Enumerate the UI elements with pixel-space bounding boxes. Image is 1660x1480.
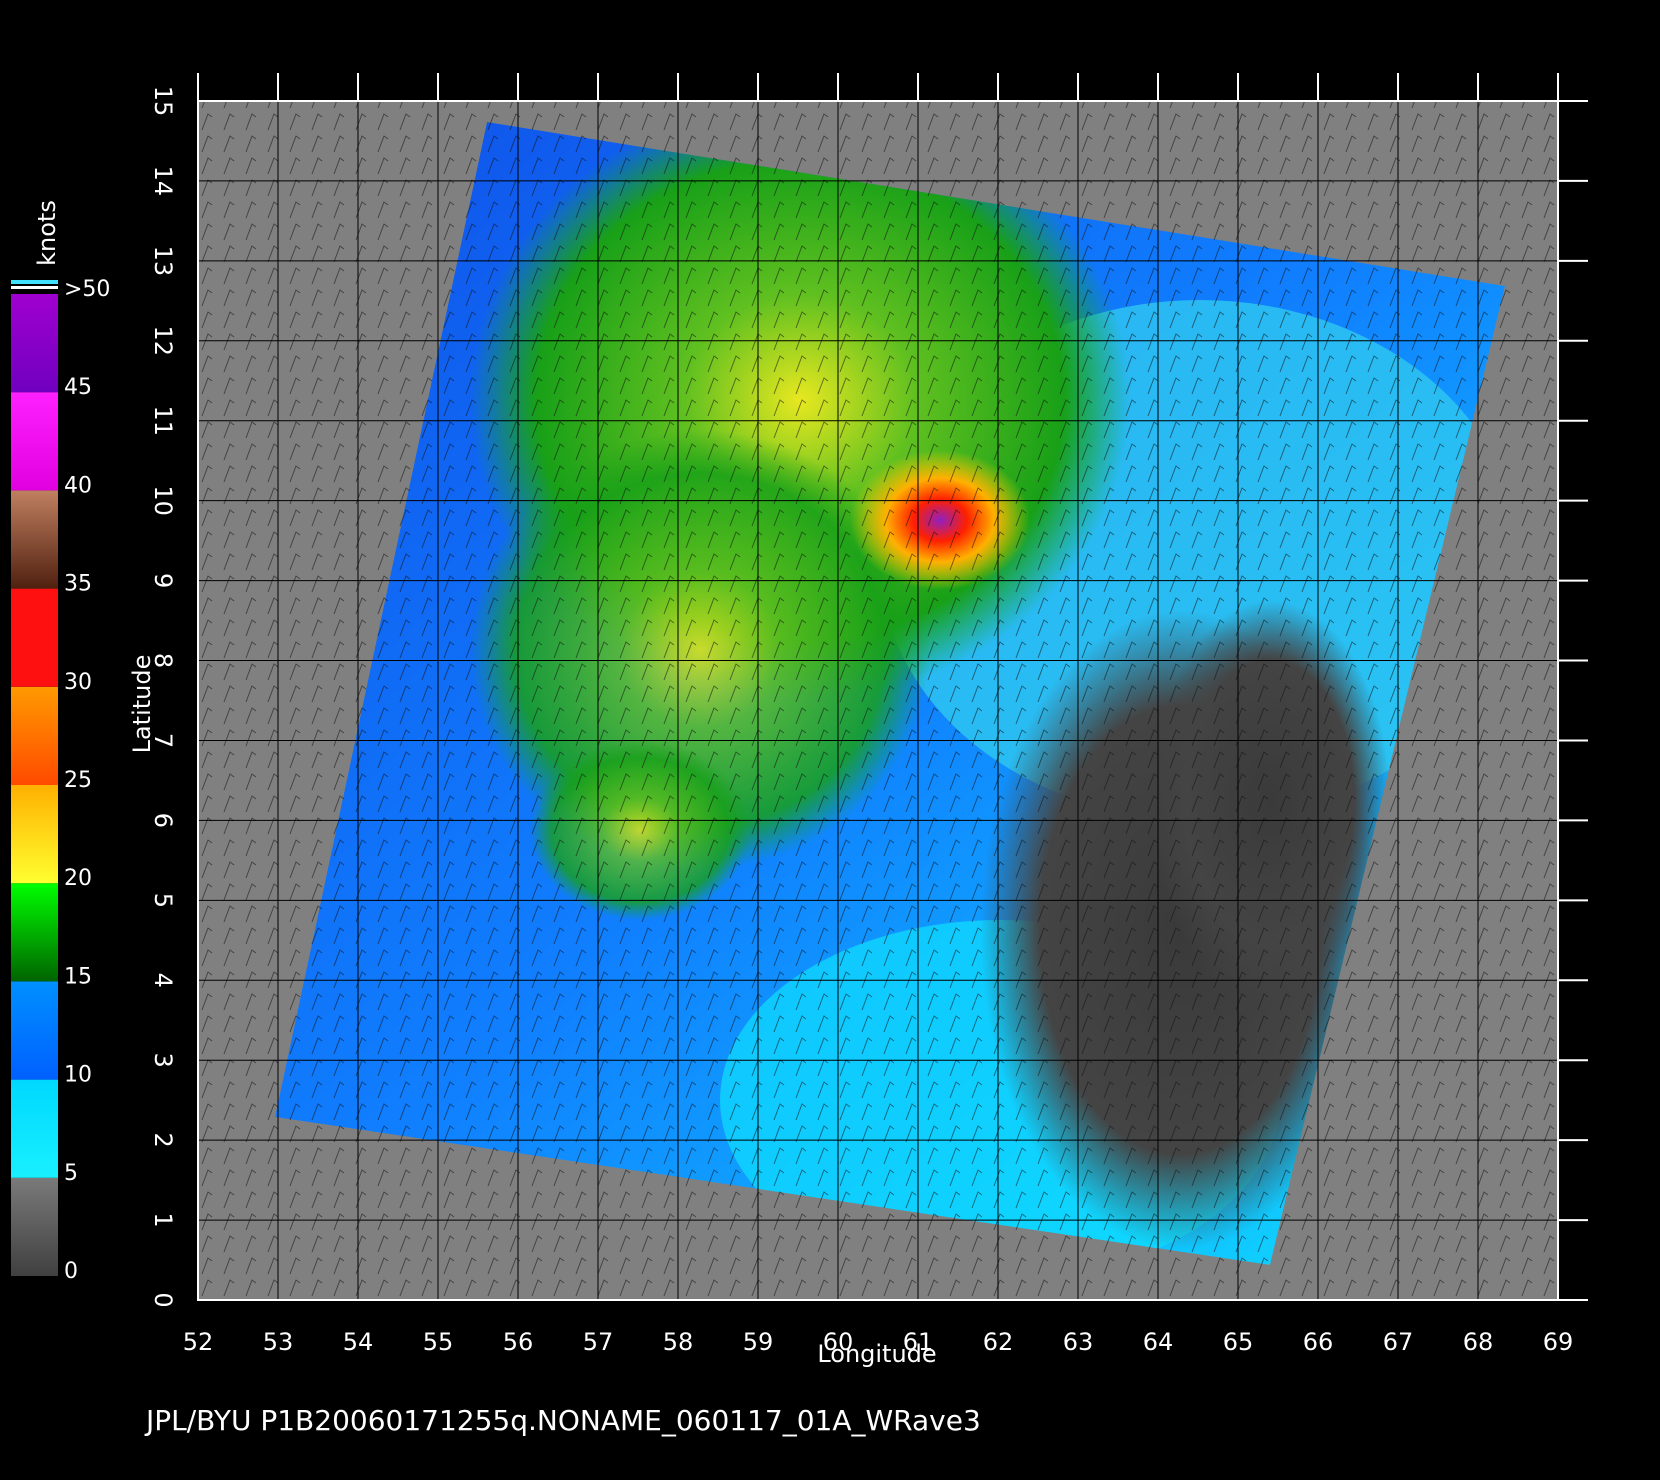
- grid: [197, 100, 1559, 1301]
- colorbar-band: [11, 785, 58, 884]
- x-tick-label: 67: [1383, 1328, 1414, 1356]
- colorbar-tick-label: 20: [64, 866, 92, 891]
- x-tick-label: 69: [1543, 1328, 1574, 1356]
- colorbar-tick-label: 30: [64, 670, 92, 695]
- y-tick-label: 9: [149, 573, 177, 588]
- colorbar-tick-label: 0: [64, 1259, 78, 1284]
- y-tick-label: 4: [149, 973, 177, 988]
- y-tick-label: 6: [149, 813, 177, 828]
- y-tick-label: 5: [149, 893, 177, 908]
- plot-frame: [197, 100, 1559, 1301]
- x-tick-label: 56: [503, 1328, 534, 1356]
- y-tick-label: 2: [149, 1132, 177, 1147]
- y-tick-label: 13: [149, 246, 177, 277]
- colorbar-band: [11, 294, 58, 393]
- colorbar-stripes: [11, 280, 58, 289]
- colorbar-tick-label: 5: [64, 1161, 78, 1186]
- x-tick-label: 66: [1303, 1328, 1334, 1356]
- colorbar-tick-label: 40: [64, 473, 92, 498]
- x-axis-label: Longitude: [817, 1340, 936, 1368]
- y-tick-label: 0: [149, 1292, 177, 1307]
- x-tick-label: 52: [183, 1328, 214, 1356]
- x-tick-label: 64: [1143, 1328, 1174, 1356]
- colorbar-tick-label: 15: [64, 964, 92, 989]
- x-tick-label: 57: [583, 1328, 614, 1356]
- colorbar-band: [11, 392, 58, 491]
- y-axis-label: Latitude: [128, 655, 156, 754]
- colorbar-tick-label: 10: [64, 1063, 92, 1088]
- colorbar-band: [11, 490, 58, 589]
- colorbar-band: [11, 1177, 58, 1276]
- y-tick-label: 15: [149, 86, 177, 117]
- y-tick-label: 10: [149, 485, 177, 516]
- colorbar-tick-label: 45: [64, 375, 92, 400]
- y-tick-label: 7: [149, 733, 177, 748]
- wind-barbs: [198, 101, 1558, 1300]
- x-tick-label: 55: [423, 1328, 454, 1356]
- x-tick-label: 65: [1223, 1328, 1254, 1356]
- x-tick-label: 60: [823, 1328, 854, 1356]
- x-tick-label: 61: [903, 1328, 934, 1356]
- y-tick-label: 3: [149, 1053, 177, 1068]
- colorbar-tick-label: >50: [64, 277, 110, 302]
- x-tick-label: 63: [1063, 1328, 1094, 1356]
- colorbar-band: [11, 588, 58, 687]
- x-tick-label: 59: [743, 1328, 774, 1356]
- x-tick-label: 68: [1463, 1328, 1494, 1356]
- y-tick-label: 1: [149, 1212, 177, 1227]
- colorbar-tick-label: 25: [64, 768, 92, 793]
- colorbar-tick-label: 35: [64, 572, 92, 597]
- y-tick-label: 11: [149, 405, 177, 436]
- x-tick-label: 53: [263, 1328, 294, 1356]
- colorbar-title: knots: [33, 200, 61, 266]
- x-tick-label: 62: [983, 1328, 1014, 1356]
- y-tick-label: 12: [149, 326, 177, 357]
- colorbar-band: [11, 883, 58, 982]
- colorbar-band: [11, 1079, 58, 1178]
- x-tick-label: 58: [663, 1328, 694, 1356]
- footer: JPL/BYU P1B20060171255q.NONAME_060117_01…: [144, 1404, 981, 1437]
- colorbar-band: [11, 981, 58, 1080]
- y-tick-label: 8: [149, 653, 177, 668]
- y-tick-label: 14: [149, 166, 177, 197]
- colorbar-band: [11, 686, 58, 785]
- x-tick-label: 54: [343, 1328, 374, 1356]
